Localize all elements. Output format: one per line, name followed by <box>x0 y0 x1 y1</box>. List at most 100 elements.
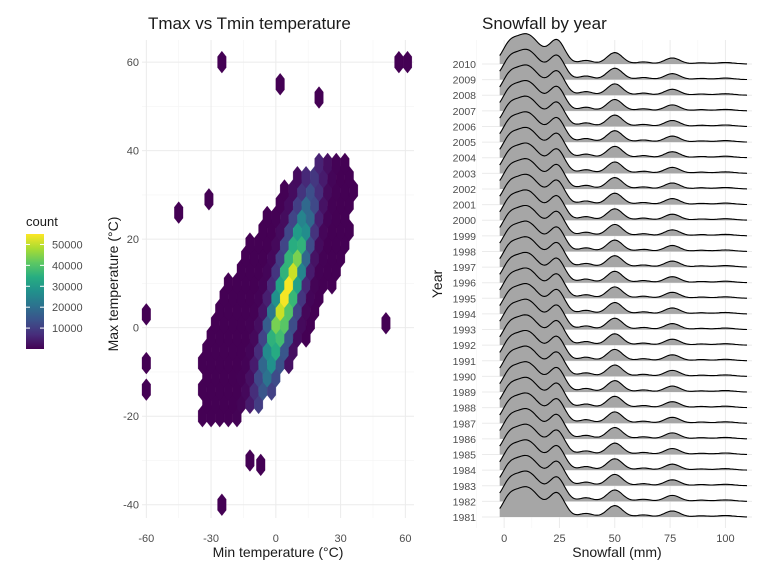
x-tick-label: 0 <box>273 533 279 545</box>
year-tick-label: 1988 <box>453 403 477 415</box>
hexbin-outlier-cell <box>275 73 285 96</box>
ridgeline-panel: 0 25 50 75 100 19811982198319841985198619871… <box>429 14 752 560</box>
ridge-line <box>499 95 747 127</box>
hexbin-outlier-cell <box>314 86 324 109</box>
hexbin-outlier-cell <box>381 312 391 335</box>
ridge-line <box>499 126 747 159</box>
year-tick-label: 1999 <box>453 231 477 243</box>
year-tick-label: 1989 <box>453 387 477 399</box>
ridge-fill <box>499 96 748 127</box>
ridge-line <box>499 392 747 424</box>
ridge-fill <box>499 455 748 486</box>
hexbin-cell <box>340 152 350 176</box>
ridge-line <box>499 204 748 237</box>
ridge-fill <box>499 346 748 377</box>
ridge-fill <box>499 330 748 361</box>
ridge-line <box>499 361 748 393</box>
year-tick-label: 2003 <box>453 168 477 180</box>
ridge-line <box>499 33 747 65</box>
ridge-fill <box>499 377 748 408</box>
year-tick-label: 1990 <box>453 371 477 383</box>
x-tick-label: 60 <box>399 533 411 545</box>
ridge-fill <box>499 49 748 80</box>
hexbin-x-ticks: -60 -30 0 30 60 <box>138 533 411 545</box>
ridge-line <box>499 48 747 81</box>
count-legend: count 10000 20000 30000 40000 50000 <box>26 214 83 349</box>
legend-tick-label: 40000 <box>52 260 83 272</box>
ridge-fill <box>499 392 748 424</box>
legend-tick-label: 30000 <box>52 281 83 293</box>
ridge-fill <box>499 221 748 252</box>
hexbin-y-axis-title: Max temperature (°C) <box>105 217 121 352</box>
ridge-line <box>499 470 747 502</box>
ridge-fill <box>499 111 748 143</box>
ridge-line <box>499 283 748 315</box>
year-tick-label: 2008 <box>453 90 477 102</box>
year-tick-label: 1982 <box>453 496 477 508</box>
x-tick-label: 50 <box>609 533 621 545</box>
y-tick-label: 60 <box>127 57 139 69</box>
ridge-fill <box>499 80 748 111</box>
ridgeline-y-ticks: 1981 1982 1983 1984 1985 1986 1987 1988 1989 1990… <box>453 59 477 524</box>
ridge-line <box>499 486 747 518</box>
year-tick-label: 2002 <box>453 184 477 196</box>
hexbin-cells <box>141 50 412 516</box>
ridge-line <box>499 189 747 221</box>
year-tick-label: 2000 <box>453 215 477 227</box>
hexbin-outlier-cell <box>394 50 404 74</box>
legend-ticks: 10000 20000 30000 40000 50000 <box>26 239 83 335</box>
year-tick-label: 1994 <box>453 309 477 321</box>
hexbin-outlier-cell <box>174 201 184 224</box>
ridge-fill <box>499 439 748 471</box>
hexbin-y-ticks: -40 -20 0 20 40 60 <box>123 57 139 512</box>
ridge-fill <box>499 205 748 236</box>
ridgeline-y-axis-title: Year <box>429 270 445 299</box>
legend-tick-label: 10000 <box>52 323 83 335</box>
ridge-line <box>499 173 747 206</box>
year-tick-label: 1983 <box>453 481 477 493</box>
year-tick-label: 1997 <box>453 262 477 274</box>
ridge-fill <box>499 174 748 205</box>
x-tick-label: -60 <box>138 533 154 545</box>
ridge-fill <box>499 252 748 283</box>
ridge-fill <box>499 64 748 96</box>
ridge-fill <box>499 236 748 268</box>
ridgeline-x-ticks: 0 25 50 75 100 <box>501 533 735 545</box>
hexbin-outlier-cell <box>403 50 412 74</box>
year-tick-label: 1991 <box>453 356 477 368</box>
ridge-fill <box>499 189 748 221</box>
ridge-line <box>499 236 748 268</box>
y-tick-label: -40 <box>123 500 139 512</box>
year-tick-label: 1981 <box>453 512 477 524</box>
year-tick-label: 2007 <box>453 106 477 118</box>
year-tick-label: 2006 <box>453 121 477 133</box>
ridge-line <box>499 251 747 284</box>
x-tick-label: 100 <box>716 533 734 545</box>
hexbin-title: Tmax vs Tmin temperature <box>148 14 351 33</box>
y-tick-label: 20 <box>127 234 139 246</box>
hexbin-outlier-cell <box>141 378 151 401</box>
hexbin-outlier-cell <box>256 453 266 477</box>
x-tick-label: -30 <box>203 533 219 545</box>
ridge-line <box>499 158 748 190</box>
hexbin-outlier-cell <box>217 50 227 74</box>
ridge-line <box>499 267 747 299</box>
ridge-line <box>499 423 747 455</box>
year-tick-label: 1987 <box>453 418 477 430</box>
ridge-line <box>499 439 748 471</box>
ridge-line <box>499 220 748 252</box>
ridge-fill <box>499 361 748 393</box>
ridge-fill <box>499 127 748 158</box>
x-tick-label: 75 <box>664 533 676 545</box>
ridge-line <box>499 64 748 96</box>
y-tick-label: -20 <box>123 411 139 423</box>
year-tick-label: 1996 <box>453 278 477 290</box>
year-tick-label: 2005 <box>453 137 477 149</box>
ridge-line <box>499 376 748 409</box>
ridge-fill <box>499 268 748 299</box>
x-tick-label: 0 <box>501 533 507 545</box>
ridge-fill <box>499 486 748 517</box>
legend-tick-label: 50000 <box>52 239 83 251</box>
year-tick-label: 1984 <box>453 465 477 477</box>
year-tick-label: 1995 <box>453 293 477 305</box>
